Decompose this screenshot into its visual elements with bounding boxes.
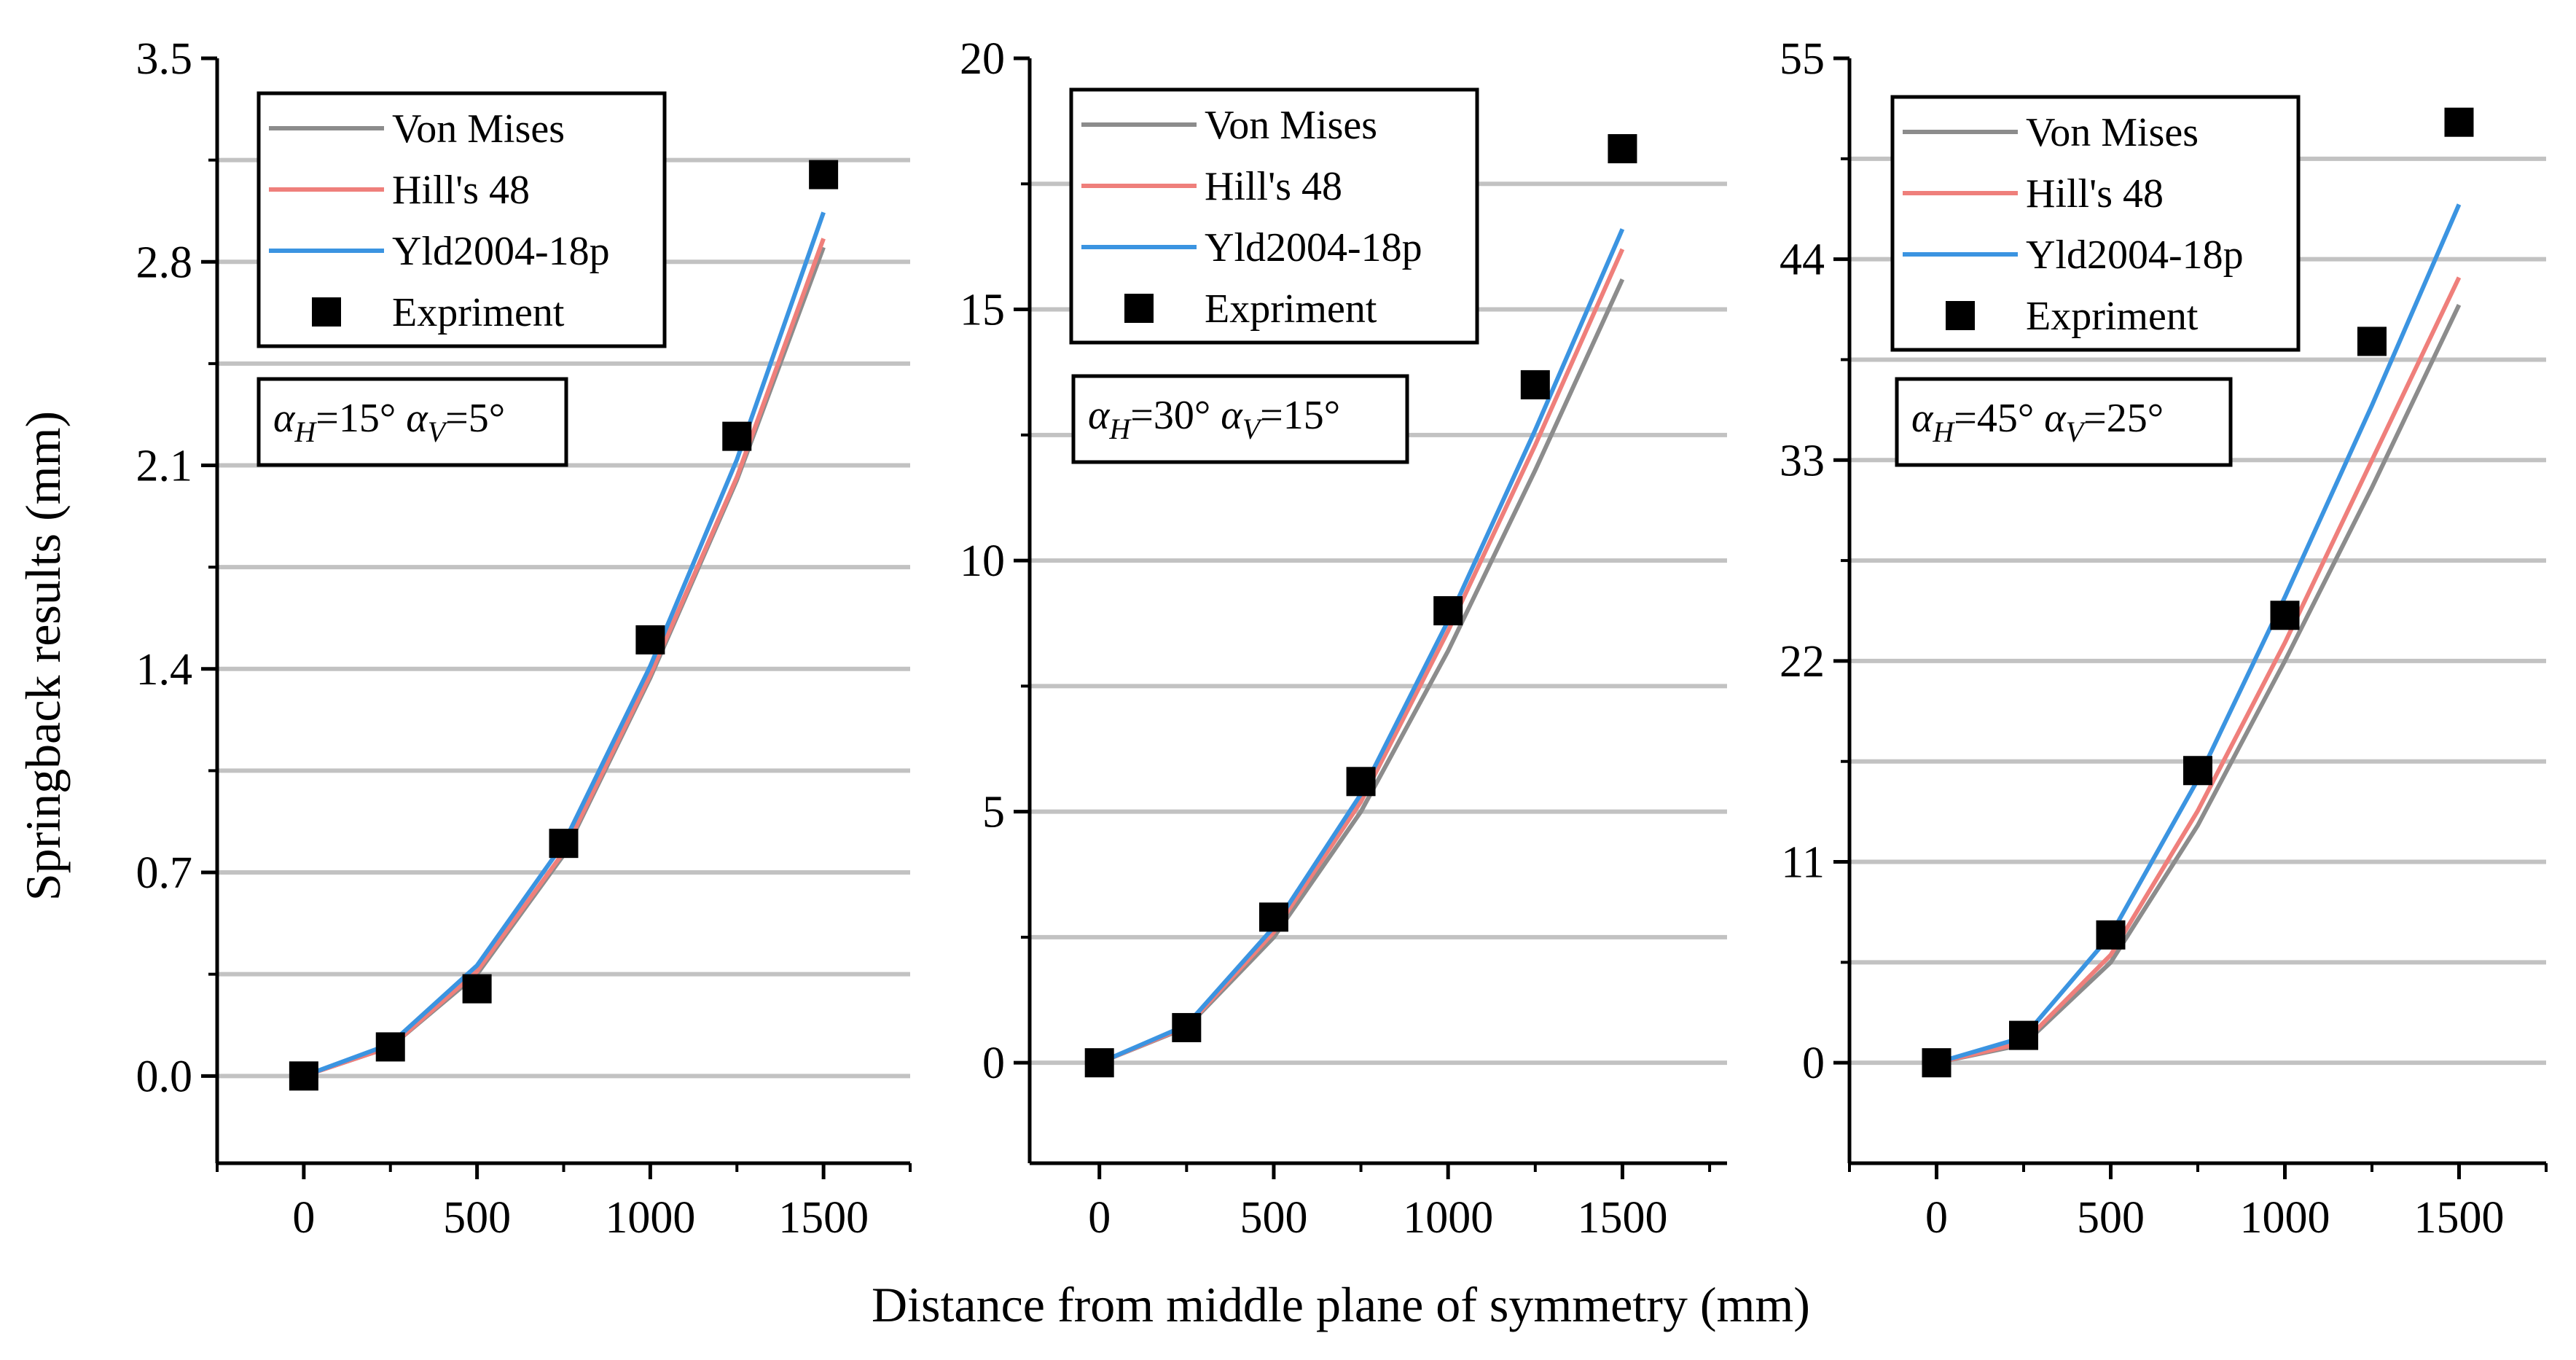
legend-marker — [1946, 301, 1975, 330]
experiment-point — [289, 1061, 318, 1091]
annotation-box — [257, 377, 568, 467]
experiment-point — [2096, 920, 2126, 950]
angle-annotation: αH=45° αV=25° — [1895, 377, 2233, 467]
experiment-point — [549, 829, 579, 859]
experiment-point — [722, 421, 752, 451]
y-tick-label: 0.0 — [136, 1052, 193, 1101]
angle-annotation: αH=30° αV=15° — [1071, 374, 1409, 464]
y-tick-label: 44 — [1780, 235, 1825, 285]
y-tick-label: 3.5 — [136, 34, 193, 84]
y-tick-label: 22 — [1780, 637, 1825, 687]
y-tick-label: 1.4 — [136, 645, 193, 695]
experiment-point — [1608, 134, 1637, 164]
annotation-text: αH=15° αV=5° — [273, 396, 505, 448]
legend: Von Mises Hill's 48 Yld2004-18p Expriment — [1890, 95, 2301, 352]
x-tick-label: 0 — [1925, 1193, 1948, 1243]
annotation-text: αH=45° αV=25° — [1911, 396, 2164, 448]
legend: Von Mises Hill's 48 Yld2004-18p Expriment — [1069, 87, 1479, 345]
legend-label: Expriment — [392, 290, 565, 335]
experiment-point — [635, 625, 665, 654]
experiment-point — [2270, 601, 2300, 630]
x-tick-label: 1000 — [2240, 1193, 2330, 1243]
x-tick-label: 1000 — [1403, 1193, 1493, 1243]
y-tick-label: 2.8 — [136, 238, 193, 287]
experiment-point — [1433, 596, 1463, 625]
y-tick-label: 15 — [960, 286, 1005, 335]
experiment-point — [1520, 370, 1550, 399]
y-tick-label: 5 — [982, 788, 1005, 837]
experiment-point — [2357, 327, 2387, 356]
experiment-point — [1922, 1048, 1951, 1078]
y-tick-label: 10 — [960, 536, 1005, 586]
x-tick-label: 500 — [443, 1193, 511, 1243]
legend-label: Expriment — [1205, 286, 1377, 332]
x-tick-label: 1500 — [1577, 1193, 1667, 1243]
y-tick-label: 0.7 — [136, 848, 193, 898]
experiment-point — [1084, 1048, 1114, 1078]
series-line-von-mises — [302, 246, 826, 1079]
experiment-point — [2183, 756, 2212, 786]
angle-annotation: αH=15° αV=5° — [257, 377, 568, 467]
chart-panel-3: 0 11 22 33 44 55 0 500 1000 1500 Von Mises Hill's 4… — [1780, 34, 2548, 1243]
legend-marker — [312, 297, 341, 327]
experiment-point — [462, 974, 492, 1004]
x-axis-title: Distance from middle plane of symmetry (… — [872, 1277, 1810, 1332]
experiment-point — [1172, 1012, 1202, 1042]
legend-label: Yld2004-18p — [2026, 232, 2244, 278]
y-axis-title: Springback results (mm) — [15, 411, 71, 901]
experiment-point — [1346, 767, 1376, 797]
y-tick-label: 55 — [1780, 34, 1825, 84]
chart-panel-2: 0 5 10 15 20 0 500 1000 1500 Von Mises Hill's 48 Yl… — [960, 34, 1727, 1243]
legend: Von Mises Hill's 48 Yld2004-18p Expriment — [257, 91, 667, 348]
experiment-point — [1258, 902, 1288, 932]
legend-label: Hill's 48 — [1205, 164, 1342, 209]
legend-label: Von Mises — [2026, 110, 2199, 155]
experiment-point — [2009, 1020, 2038, 1050]
x-tick-label: 500 — [2077, 1193, 2145, 1243]
legend-label: Expriment — [2026, 294, 2199, 339]
x-tick-label: 1500 — [778, 1193, 869, 1243]
x-tick-label: 0 — [292, 1193, 315, 1243]
x-tick-label: 1500 — [2414, 1193, 2505, 1243]
y-tick-label: 0 — [1802, 1039, 1825, 1088]
experiment-point — [375, 1032, 405, 1062]
legend-label: Yld2004-18p — [1205, 225, 1422, 270]
legend-label: Yld2004-18p — [392, 229, 610, 274]
y-tick-label: 2.1 — [136, 442, 193, 491]
x-tick-label: 0 — [1088, 1193, 1111, 1243]
x-tick-label: 1000 — [605, 1193, 695, 1243]
x-tick-label: 500 — [1240, 1193, 1307, 1243]
y-tick-label: 33 — [1780, 436, 1825, 485]
legend-label: Hill's 48 — [2026, 171, 2164, 216]
legend-label: Hill's 48 — [392, 168, 530, 213]
legend-marker — [1124, 294, 1154, 323]
experiment-point — [2444, 107, 2474, 137]
annotation-box — [1071, 374, 1409, 464]
experiment-point — [809, 160, 839, 189]
y-tick-label: 20 — [960, 34, 1005, 84]
y-tick-label: 0 — [982, 1039, 1005, 1088]
legend-label: Von Mises — [1205, 103, 1377, 148]
annotation-text: αH=30° αV=15° — [1088, 393, 1340, 445]
annotation-box — [1895, 377, 2233, 467]
y-tick-label: 11 — [1781, 838, 1825, 888]
chart-panel-1: 0.0 0.7 1.4 2.1 2.8 3.5 0 500 1000 1500 Von Mises H… — [136, 34, 912, 1243]
legend-label: Von Mises — [392, 106, 565, 152]
